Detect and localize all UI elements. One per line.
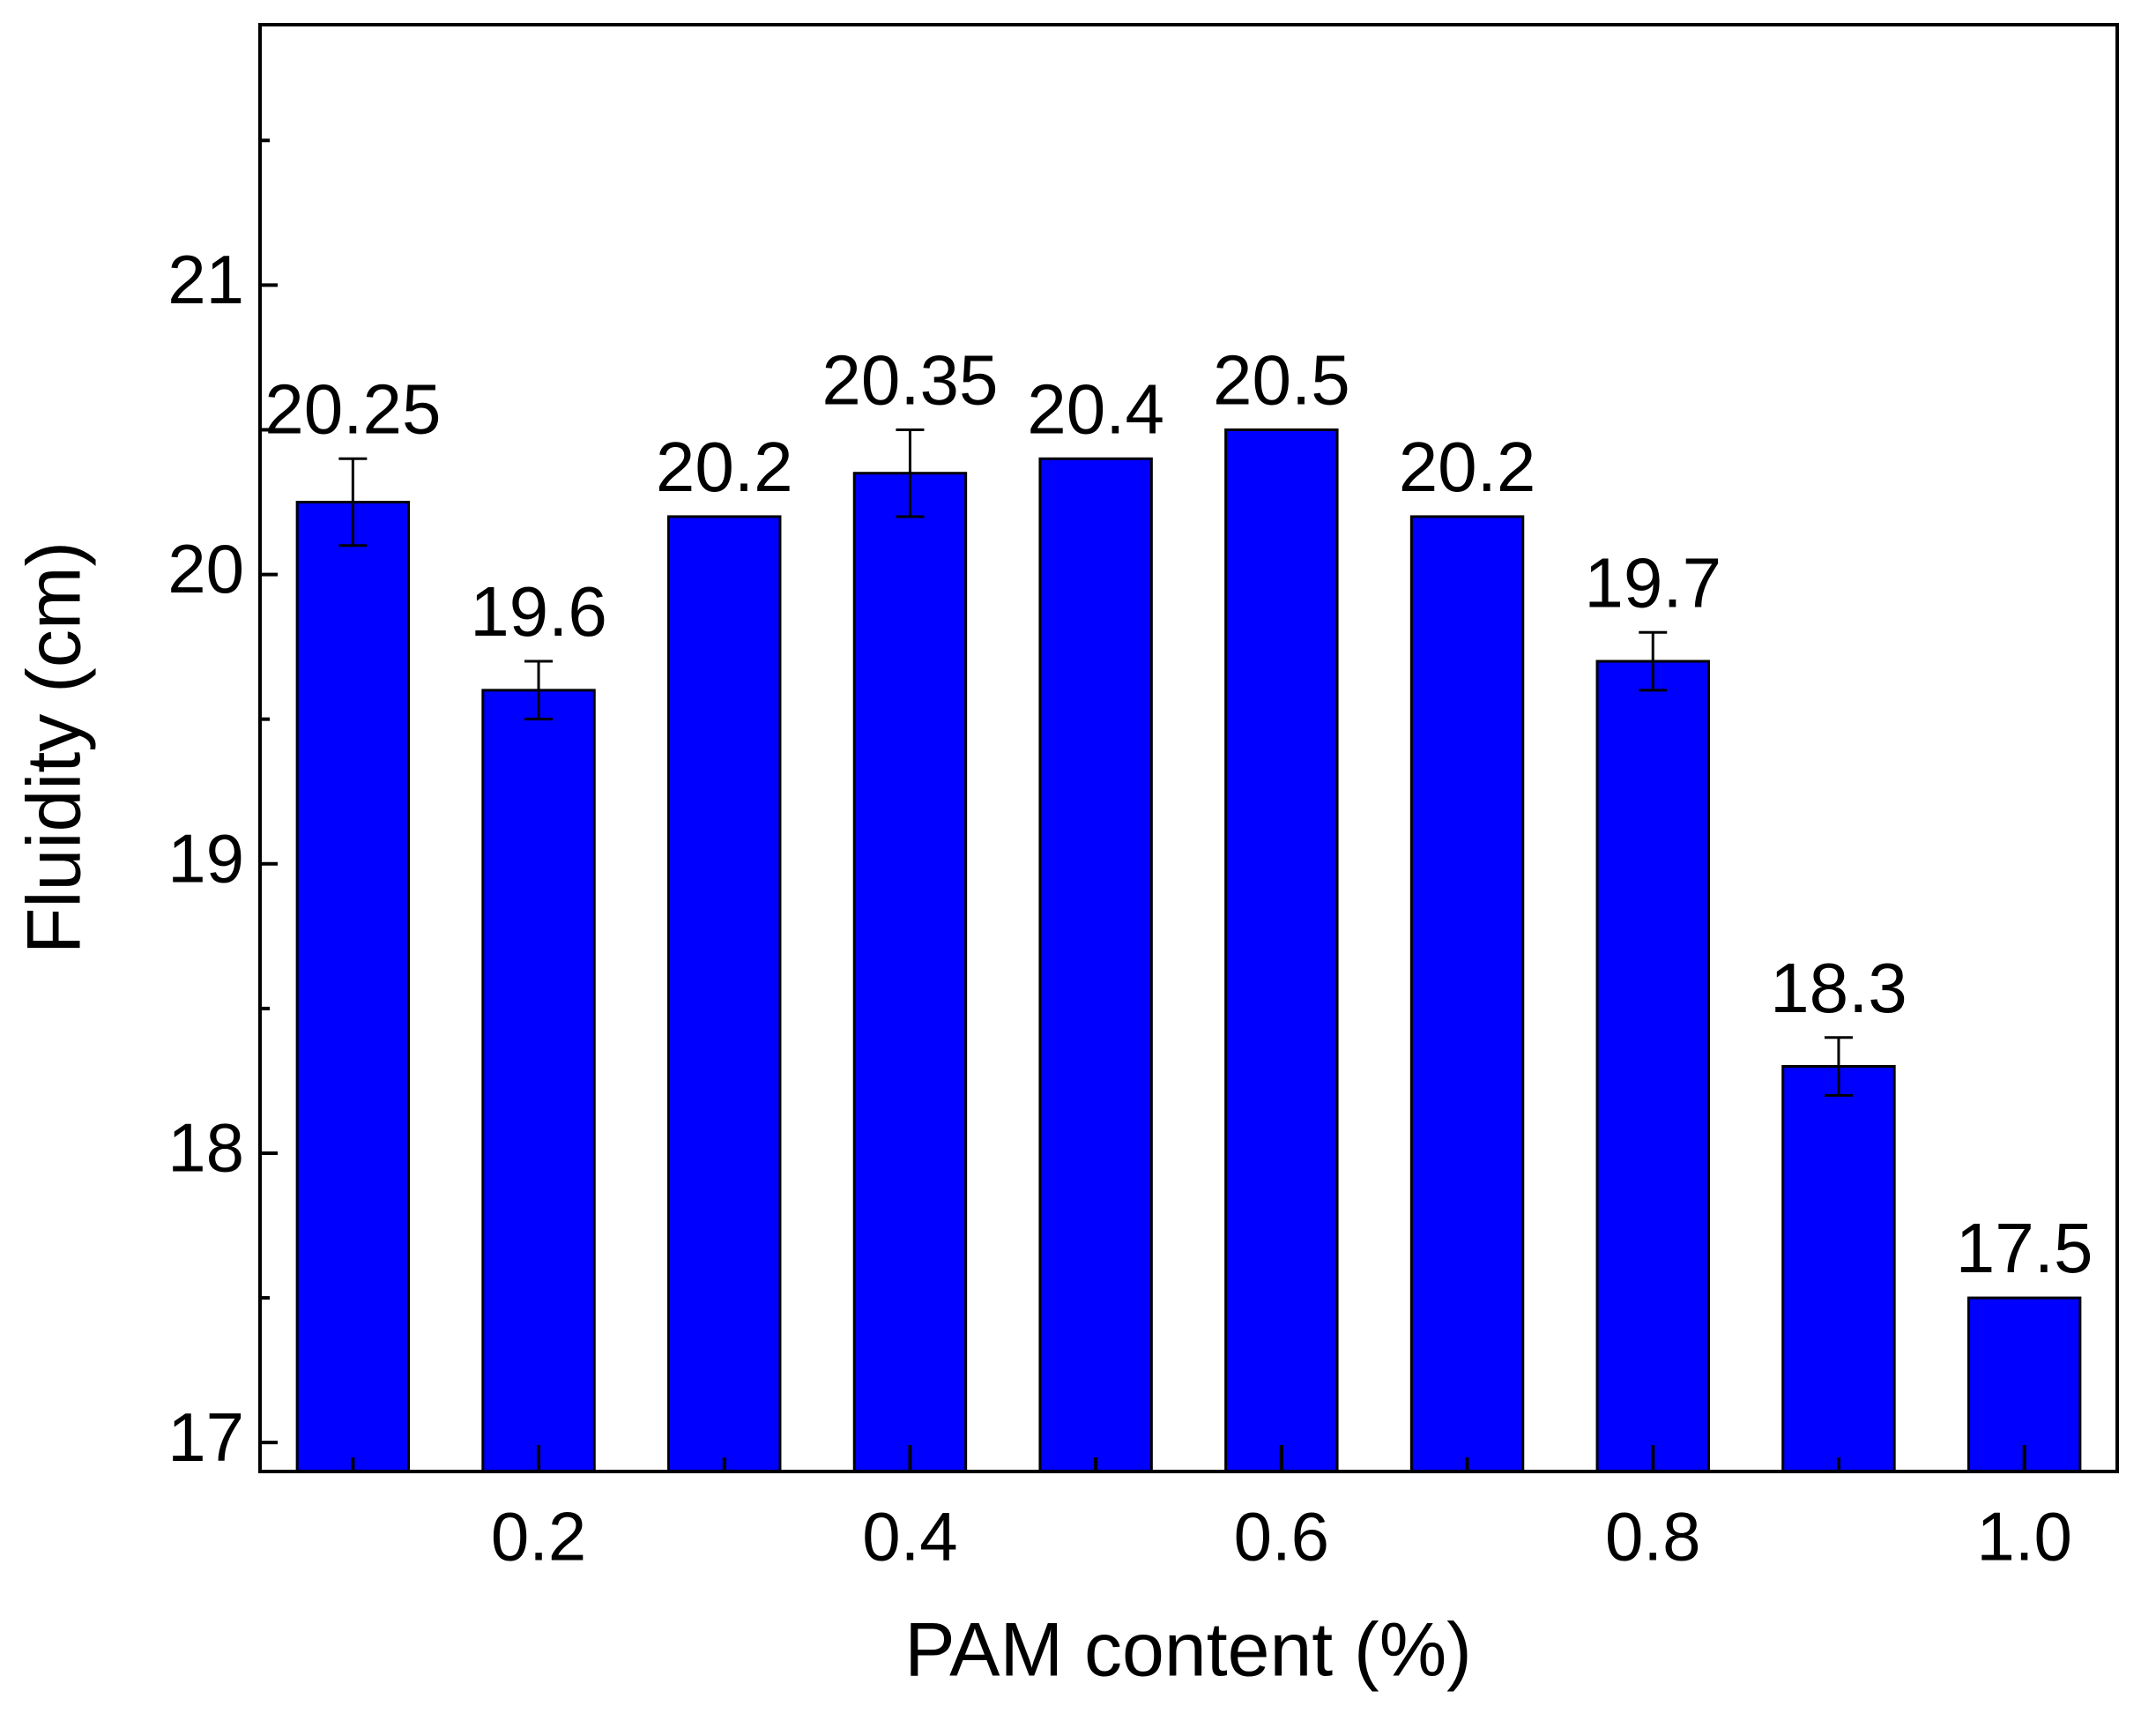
- value-label: 18.3: [1770, 949, 1907, 1027]
- error-bar: [1824, 1036, 1853, 1097]
- x-tick-label: 0.4: [862, 1498, 957, 1576]
- bar: [1966, 1296, 2082, 1473]
- value-label: 17.5: [1956, 1209, 2093, 1287]
- x-tick-label: 0.8: [1605, 1498, 1700, 1576]
- plot-frame: [258, 23, 2119, 1473]
- value-label: 20.2: [656, 428, 793, 506]
- bar: [1038, 457, 1153, 1473]
- y-tick-label: 18: [167, 1109, 244, 1187]
- x-tick-label: 1.0: [1976, 1498, 2071, 1576]
- bar: [1224, 428, 1339, 1473]
- bar: [667, 515, 782, 1473]
- y-axis-title: Fluidity (cm): [12, 541, 97, 954]
- y-tick-label: 17: [167, 1398, 244, 1476]
- bar: [1409, 515, 1525, 1473]
- x-tick-label: 0.6: [1234, 1498, 1329, 1576]
- bar: [1781, 1065, 1896, 1473]
- y-tick-label: 19: [167, 819, 244, 897]
- x-axis-title: PAM content (%): [904, 1608, 1472, 1693]
- y-tick-label: 20: [167, 530, 244, 607]
- y-tick-label: 21: [167, 241, 244, 318]
- value-label: 20.5: [1213, 341, 1350, 420]
- value-label: 20.35: [822, 341, 998, 420]
- value-label: 20.4: [1027, 369, 1164, 448]
- x-tick-label: 0.2: [491, 1498, 586, 1576]
- error-bar: [524, 659, 554, 721]
- bar: [295, 501, 411, 1473]
- error-bar: [896, 428, 925, 518]
- value-label: 20.25: [264, 369, 441, 448]
- bar: [1595, 659, 1710, 1473]
- bar: [481, 689, 596, 1473]
- bar: [852, 472, 968, 1473]
- value-label: 19.7: [1584, 543, 1721, 622]
- value-label: 19.6: [470, 572, 607, 651]
- error-bar: [338, 457, 368, 548]
- error-bar: [1639, 630, 1668, 692]
- value-label: 20.2: [1399, 428, 1536, 506]
